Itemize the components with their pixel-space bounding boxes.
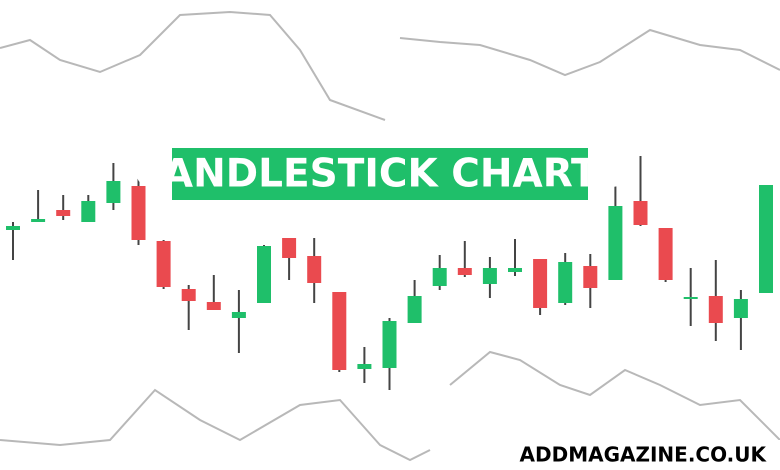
candle-body xyxy=(608,206,623,280)
candle-body xyxy=(482,268,497,284)
candle-body xyxy=(106,181,121,203)
candle-body xyxy=(56,210,71,216)
candle-body xyxy=(759,185,773,293)
candle-body xyxy=(307,256,322,283)
candle-body xyxy=(558,262,573,303)
candle-body xyxy=(382,321,397,368)
decorative-trend xyxy=(449,350,780,441)
candle-body xyxy=(508,268,522,272)
watermark: ADDMAGAZINE.CO.UK xyxy=(520,443,768,467)
candle-body xyxy=(708,296,723,323)
candle-body xyxy=(131,186,146,240)
candle-body xyxy=(257,246,271,303)
candle-body xyxy=(733,299,748,318)
candle-body xyxy=(357,364,372,369)
decorative-trend xyxy=(0,10,386,121)
candle-body xyxy=(181,289,196,301)
candles xyxy=(6,156,773,390)
chart-title: CANDLESTICK CHARTS xyxy=(134,152,625,197)
candle-body xyxy=(6,226,20,230)
candle-body xyxy=(282,238,297,258)
background-decoration xyxy=(0,10,780,462)
title-box xyxy=(172,148,588,200)
candle-body xyxy=(407,296,422,323)
decorative-trend xyxy=(399,28,780,77)
candle-body xyxy=(633,201,648,225)
watermark-box xyxy=(572,440,780,470)
candle-body xyxy=(156,241,171,287)
candle-body xyxy=(231,312,246,318)
candle-body xyxy=(206,302,221,310)
candle-body xyxy=(583,266,598,288)
candle-body xyxy=(81,201,96,222)
candle-body xyxy=(533,259,548,308)
candle-body xyxy=(332,292,347,370)
candle-body xyxy=(457,268,472,275)
candle-body xyxy=(658,228,673,280)
candle-body xyxy=(683,297,698,299)
candle-body xyxy=(31,219,46,222)
candle-body xyxy=(432,268,447,286)
decorative-trend xyxy=(0,388,431,462)
